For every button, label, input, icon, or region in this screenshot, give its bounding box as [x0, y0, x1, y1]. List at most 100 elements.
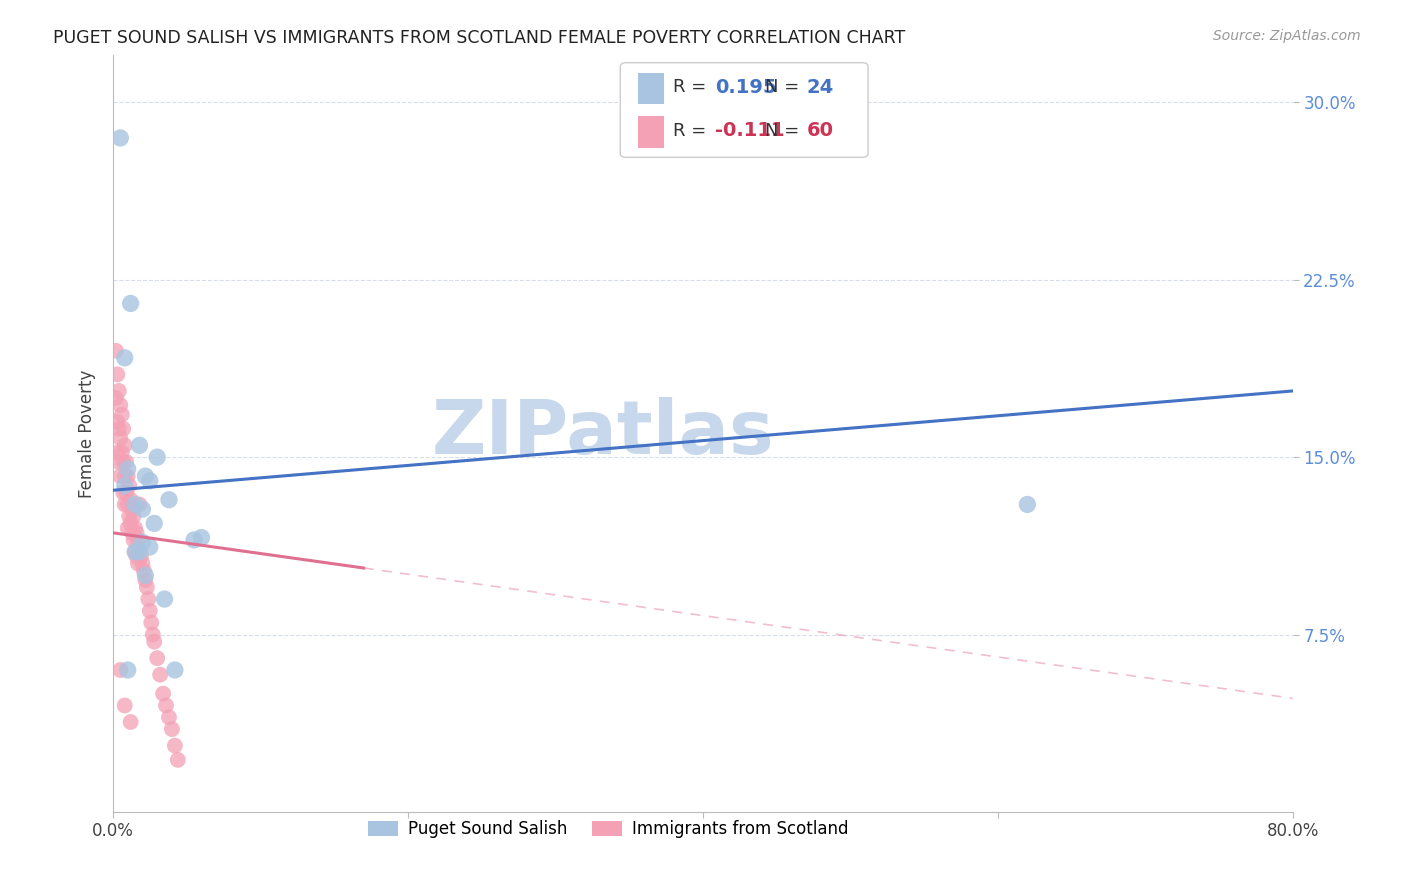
Point — [139, 540, 162, 554]
Point — [110, 663, 132, 677]
Point — [142, 627, 165, 641]
Point — [122, 533, 145, 547]
Point — [131, 502, 153, 516]
Point — [1017, 498, 1039, 512]
Point — [120, 492, 142, 507]
Point — [120, 516, 142, 531]
Point — [141, 615, 163, 630]
Point — [108, 422, 131, 436]
Text: 60: 60 — [807, 121, 834, 140]
Point — [166, 753, 188, 767]
Point — [134, 573, 156, 587]
Point — [143, 634, 166, 648]
Point — [163, 663, 186, 677]
Point — [157, 492, 180, 507]
Point — [152, 687, 174, 701]
Point — [115, 485, 138, 500]
Text: N =: N = — [765, 78, 806, 96]
Text: Source: ZipAtlas.com: Source: ZipAtlas.com — [1213, 29, 1361, 43]
Point — [117, 663, 139, 677]
Point — [110, 469, 132, 483]
Point — [131, 535, 153, 549]
Point — [117, 498, 139, 512]
Point — [117, 469, 139, 483]
Point — [128, 545, 150, 559]
Point — [125, 549, 148, 564]
Point — [163, 739, 186, 753]
Point — [112, 485, 135, 500]
Point — [117, 462, 139, 476]
Text: ZIPatlas: ZIPatlas — [432, 397, 773, 470]
Point — [105, 368, 128, 382]
Point — [139, 604, 162, 618]
Text: R =: R = — [673, 121, 713, 139]
Point — [118, 478, 141, 492]
Point — [114, 438, 136, 452]
Point — [117, 521, 139, 535]
Text: PUGET SOUND SALISH VS IMMIGRANTS FROM SCOTLAND FEMALE POVERTY CORRELATION CHART: PUGET SOUND SALISH VS IMMIGRANTS FROM SC… — [53, 29, 905, 46]
Point — [114, 469, 136, 483]
FancyBboxPatch shape — [620, 62, 868, 157]
Point — [105, 415, 128, 429]
Point — [160, 722, 183, 736]
Point — [114, 498, 136, 512]
Point — [129, 549, 152, 564]
Point — [146, 450, 169, 465]
Point — [121, 525, 143, 540]
Point — [121, 502, 143, 516]
Point — [135, 580, 157, 594]
Point — [110, 431, 132, 445]
Point — [146, 651, 169, 665]
Text: R =: R = — [673, 78, 713, 96]
Point — [110, 131, 132, 145]
Point — [131, 557, 153, 571]
Point — [124, 545, 146, 559]
Point — [157, 710, 180, 724]
Text: 24: 24 — [807, 78, 834, 96]
Point — [120, 296, 142, 310]
Point — [120, 714, 142, 729]
Point — [139, 474, 162, 488]
FancyBboxPatch shape — [638, 72, 664, 104]
Point — [143, 516, 166, 531]
Point — [149, 667, 172, 681]
Point — [112, 455, 135, 469]
Text: 0.195: 0.195 — [714, 78, 776, 96]
Point — [127, 533, 149, 547]
Point — [183, 533, 205, 547]
Point — [125, 525, 148, 540]
Point — [108, 455, 131, 469]
FancyBboxPatch shape — [638, 116, 664, 148]
Point — [134, 469, 156, 483]
Point — [104, 391, 127, 405]
Point — [108, 384, 131, 398]
Point — [112, 422, 135, 436]
Point — [114, 351, 136, 365]
Point — [128, 438, 150, 452]
Point — [124, 521, 146, 535]
Point — [132, 564, 155, 578]
Point — [111, 408, 134, 422]
Point — [136, 592, 159, 607]
Legend: Puget Sound Salish, Immigrants from Scotland: Puget Sound Salish, Immigrants from Scot… — [361, 814, 856, 845]
Point — [153, 592, 176, 607]
Point — [122, 509, 145, 524]
Point — [114, 698, 136, 713]
Point — [104, 343, 127, 358]
Text: N =: N = — [765, 121, 806, 139]
Point — [128, 498, 150, 512]
Text: -0.111: -0.111 — [714, 121, 785, 140]
Point — [105, 445, 128, 459]
Point — [114, 478, 136, 492]
Point — [110, 398, 132, 412]
Point — [127, 557, 149, 571]
Point — [124, 498, 146, 512]
Point — [111, 445, 134, 459]
Point — [115, 455, 138, 469]
Point — [118, 509, 141, 524]
Point — [155, 698, 177, 713]
Point — [190, 531, 212, 545]
Y-axis label: Female Poverty: Female Poverty — [79, 369, 96, 498]
Point — [134, 568, 156, 582]
Point — [124, 545, 146, 559]
